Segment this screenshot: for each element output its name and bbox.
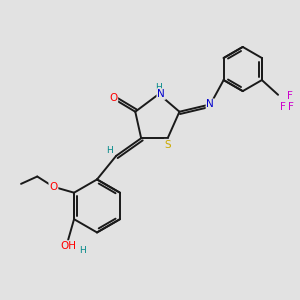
Text: F: F [280, 102, 285, 112]
Text: N: N [157, 89, 165, 99]
Text: F: F [288, 102, 294, 112]
Text: H: H [80, 246, 86, 255]
Text: OH: OH [60, 241, 76, 251]
Text: N: N [206, 99, 214, 110]
Text: O: O [109, 94, 117, 103]
Text: H: H [106, 146, 113, 155]
Text: H: H [155, 83, 162, 92]
Text: O: O [49, 182, 58, 192]
Text: S: S [164, 140, 171, 150]
Text: F: F [287, 91, 293, 101]
